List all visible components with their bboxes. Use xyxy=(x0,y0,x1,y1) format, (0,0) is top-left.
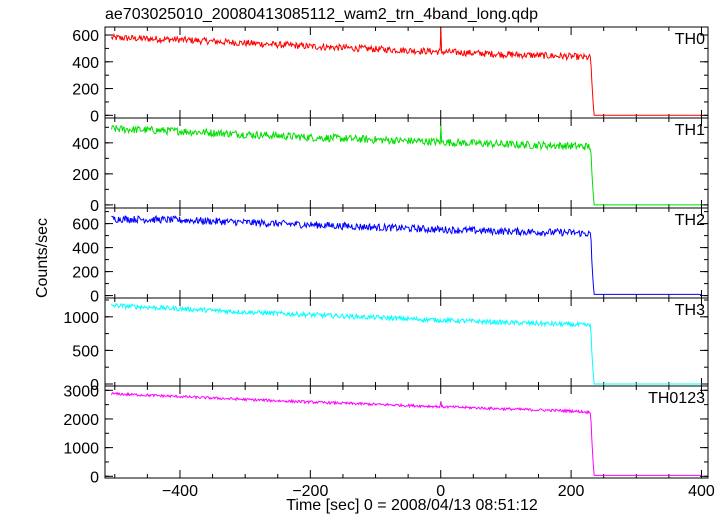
panel-th1: 0 200 400 TH1 xyxy=(72,117,709,215)
y-tick-label: 0 xyxy=(90,198,99,215)
y-tick-label: 2000 xyxy=(63,412,99,429)
y-axis-label: Counts/sec xyxy=(34,218,51,298)
series-line-th0123 xyxy=(111,391,702,476)
series-label: TH0 xyxy=(675,31,705,48)
y-tick-label: 0 xyxy=(90,377,99,394)
series-label: TH1 xyxy=(675,122,705,139)
y-tick-label: 200 xyxy=(72,265,99,282)
panel-th0123: 0 1000 2000 3000 TH0123 xyxy=(63,383,709,486)
panel-th2: 0 200 400 600 TH2 xyxy=(72,207,709,306)
panel-th3: 0 500 1000 TH3 xyxy=(63,297,709,394)
series-label: TH2 xyxy=(675,212,705,229)
y-tick-label: 0 xyxy=(90,289,99,306)
panel-th0: 0 200 400 600 TH0 xyxy=(72,26,709,125)
x-tick-label: 0 xyxy=(436,483,445,500)
series-line-th2 xyxy=(111,214,702,295)
y-tick-label: 0 xyxy=(90,108,99,125)
y-tick-label: 600 xyxy=(72,28,99,45)
x-tick-labels: −400 −200 0 200 400 xyxy=(162,483,715,500)
series-label: TH0123 xyxy=(648,390,705,407)
y-tick-label: 200 xyxy=(72,82,99,99)
x-tick-label: −200 xyxy=(292,483,328,500)
y-tick-label: 400 xyxy=(72,136,99,153)
x-axis-label: Time [sec] 0 = 2008/04/13 08:51:12 xyxy=(286,497,538,514)
y-tick-label: 600 xyxy=(72,217,99,234)
x-tick-label: 200 xyxy=(558,483,585,500)
y-tick-label: 400 xyxy=(72,241,99,258)
y-tick-label: 500 xyxy=(72,343,99,360)
y-tick-label: 200 xyxy=(72,167,99,184)
series-line-th0 xyxy=(111,28,702,116)
panel-frame xyxy=(104,385,709,479)
y-tick-label: 1000 xyxy=(63,310,99,327)
panels: 0 200 400 600 TH0 0 200 400 TH1 0 200 400 600 TH2 0 500… xyxy=(63,26,709,486)
series-line-th3 xyxy=(111,302,702,385)
panel-frame xyxy=(104,297,709,387)
y-tick-label: 400 xyxy=(72,55,99,72)
x-tick-label: −400 xyxy=(162,483,198,500)
y-tick-label: 0 xyxy=(90,469,99,486)
y-tick-label: 3000 xyxy=(63,383,99,400)
x-tick-label: 400 xyxy=(688,483,715,500)
series-line-th1 xyxy=(111,125,702,206)
series-label: TH3 xyxy=(675,302,705,319)
y-tick-label: 1000 xyxy=(63,441,99,458)
chart-title: ae703025010_20080413085112_wam2_trn_4ban… xyxy=(105,6,538,23)
